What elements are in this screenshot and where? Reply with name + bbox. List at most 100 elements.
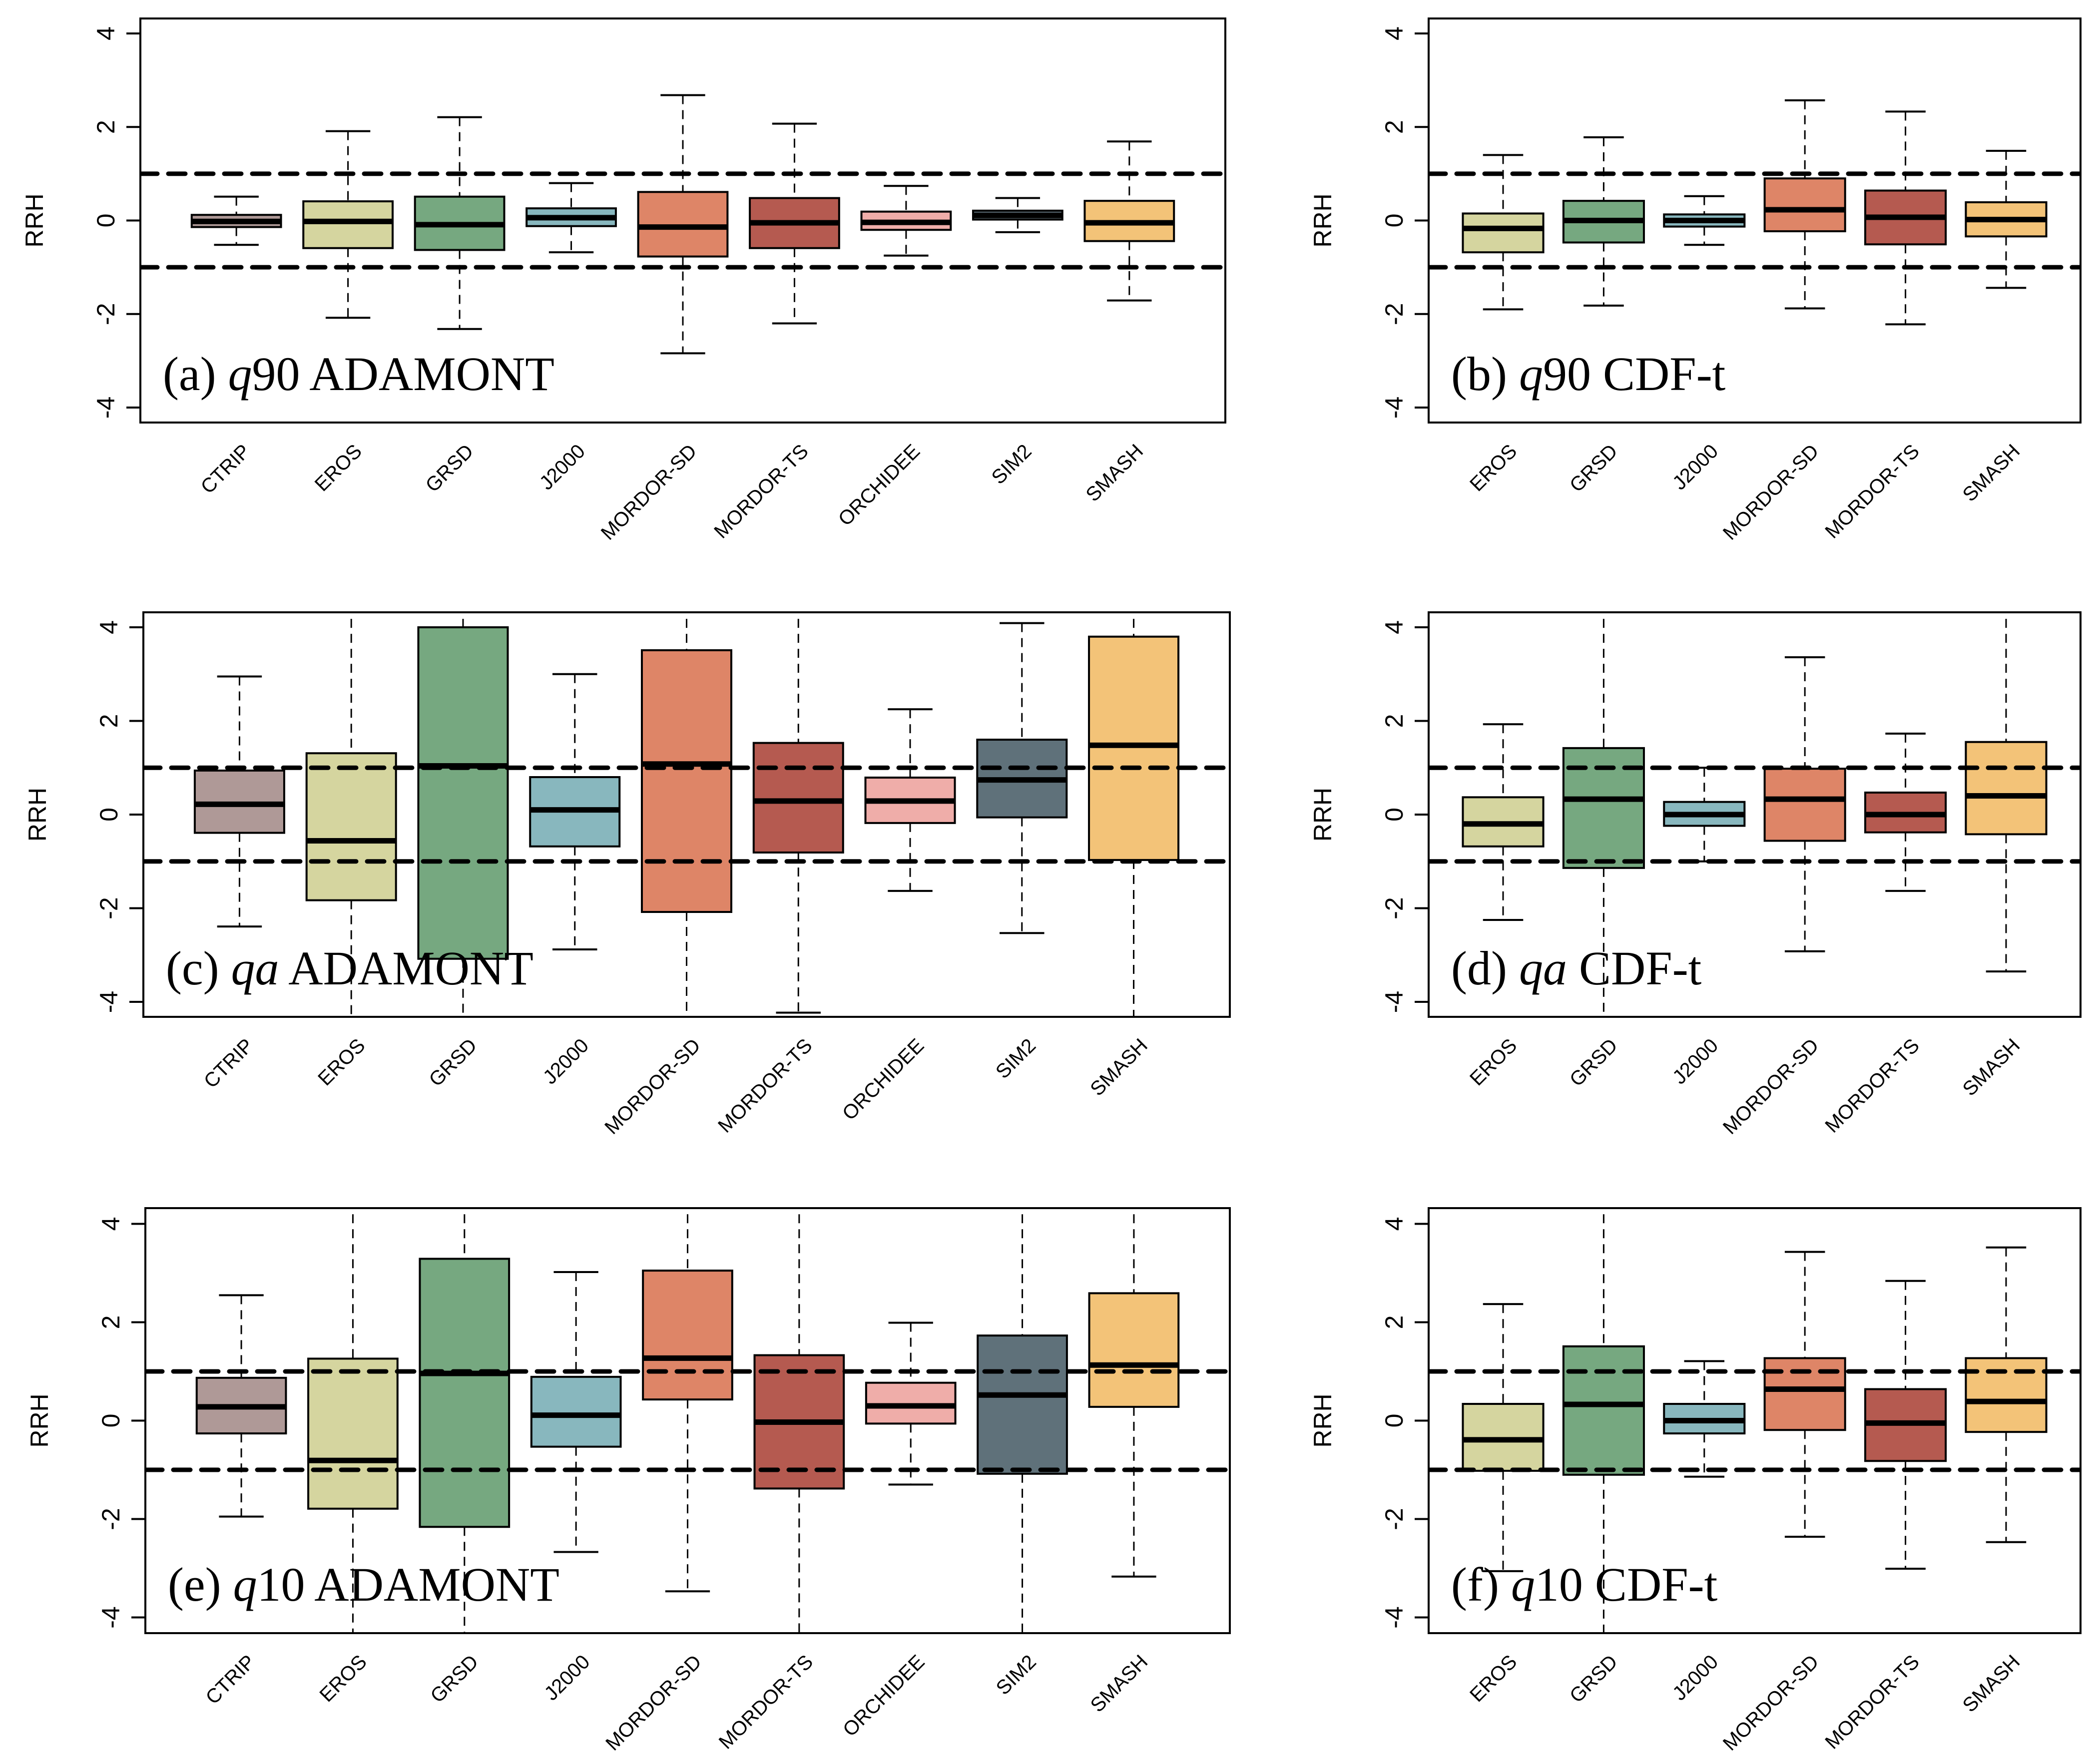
iqr-box <box>307 1357 399 1510</box>
y-tick-label: 0 <box>95 808 123 822</box>
category-label: MORDOR-SD <box>597 440 701 544</box>
iqr-box <box>305 752 397 901</box>
category-label: MORDOR-TS <box>715 1651 818 1754</box>
box-ctrip <box>190 195 282 246</box>
box-eros <box>302 130 394 319</box>
y-axis-label: RRH <box>23 788 51 842</box>
y-tick-label: 2 <box>1380 1316 1408 1329</box>
title-prefix: (d) <box>1451 941 1519 995</box>
y-tick-label: -4 <box>1380 397 1408 419</box>
iqr-box <box>1763 177 1846 233</box>
panel-title: (a) q90 ADAMONT <box>163 347 554 401</box>
title-suffix: 90 CDF-t <box>1543 347 1726 401</box>
category-label: ORCHIDEE <box>834 440 924 530</box>
box-mordor-ts <box>752 612 844 1014</box>
category-label: EROS <box>1466 440 1521 495</box>
category-label: J2000 <box>1668 1034 1722 1088</box>
plot-frame <box>1428 611 2082 1018</box>
y-tick-label: 4 <box>1380 1217 1408 1231</box>
box-mordor-sd <box>642 1208 733 1593</box>
y-tick-label: -2 <box>1380 1508 1408 1530</box>
y-tick-label: 0 <box>97 1414 125 1428</box>
box-ctrip <box>195 1294 287 1518</box>
box-mordor-sd <box>1763 99 1846 310</box>
category-label: GRSD <box>425 1034 481 1091</box>
title-italic: q <box>1511 1558 1535 1611</box>
iqr-box <box>1763 768 1846 842</box>
panel-d: -4 -2 0 2 4 RRH EROS GRSD J2000MORDOR-SDMORDOR-T… <box>1309 611 2082 1139</box>
iqr-box <box>1562 1345 1645 1476</box>
title-prefix: (f) <box>1451 1558 1511 1611</box>
iqr-box <box>752 742 844 854</box>
title-italic: q <box>1519 347 1543 401</box>
category-label: ORCHIDEE <box>839 1651 929 1741</box>
category-label: J2000 <box>1668 1651 1722 1705</box>
category-label: CTRIP <box>197 440 255 498</box>
title-prefix: (e) <box>168 1558 233 1611</box>
y-tick-label: -4 <box>97 1606 125 1628</box>
box-eros <box>305 612 397 1017</box>
title-prefix: (b) <box>1451 347 1519 401</box>
category-label: J2000 <box>1668 440 1722 494</box>
title-italic: q <box>233 1558 257 1611</box>
y-axis-label: RRH <box>1309 1393 1337 1447</box>
iqr-box <box>640 649 733 913</box>
plot-area <box>1429 99 2081 326</box>
panel-b: -4 -2 0 2 4 RRH EROS GRSD J2000MORDOR-SDMORDOR-T… <box>1309 17 2082 544</box>
box-j2000 <box>529 673 621 950</box>
iqr-box <box>637 191 729 258</box>
category-label: MORDOR-TS <box>1821 440 1924 543</box>
box-orchidee <box>864 708 956 892</box>
category-label: SIM2 <box>992 1651 1041 1699</box>
box-eros <box>1462 1303 1545 1572</box>
category-label: MORDOR-SD <box>600 1034 705 1139</box>
panel-title: (e) q10 ADAMONT <box>168 1558 559 1611</box>
y-tick-label: 0 <box>1380 214 1408 228</box>
panel-title: (b) q90 CDF-t <box>1451 347 1726 401</box>
plot-area <box>143 612 1230 1017</box>
plot-area <box>1429 612 2081 1017</box>
box-smash <box>1088 612 1180 1017</box>
box-smash <box>1965 1246 2048 1543</box>
plot-frame <box>139 17 1226 424</box>
box-j2000 <box>525 182 617 254</box>
y-tick-label: 0 <box>1380 808 1408 822</box>
category-label: GRSD <box>1566 440 1622 496</box>
box-mordor-sd <box>637 94 729 355</box>
box-eros <box>1462 723 1545 921</box>
box-mordor-ts <box>1864 110 1947 326</box>
category-label: SIM2 <box>988 440 1036 488</box>
box-grsd <box>419 1208 511 1633</box>
iqr-box <box>1965 1357 2048 1433</box>
box-smash <box>1965 149 2048 289</box>
category-label: CTRIP <box>200 1034 258 1092</box>
category-label: MORDOR-SD <box>601 1651 706 1755</box>
category-label: J2000 <box>535 440 589 494</box>
y-tick-label: -2 <box>97 1508 125 1530</box>
y-tick-label: -2 <box>1380 303 1408 325</box>
iqr-box <box>1965 741 2048 836</box>
box-smash <box>1088 1208 1180 1578</box>
iqr-box <box>302 200 394 249</box>
box-smash <box>1083 140 1175 302</box>
title-suffix: 10 ADAMONT <box>257 1558 559 1611</box>
box-sim2 <box>976 622 1068 934</box>
title-suffix: ADAMONT <box>279 941 533 995</box>
plot-frame <box>142 611 1231 1018</box>
box-mordor-sd <box>1763 1251 1846 1538</box>
box-j2000 <box>1663 1360 1746 1478</box>
box-smash <box>1965 612 2048 973</box>
y-tick-label: -4 <box>1380 1606 1408 1628</box>
category-label: J2000 <box>539 1034 593 1088</box>
iqr-box <box>1088 1292 1180 1408</box>
category-label: SMASH <box>1959 440 2025 506</box>
category-label: GRSD <box>1566 1034 1622 1091</box>
box-eros <box>307 1208 399 1633</box>
box-sim2 <box>972 197 1063 233</box>
iqr-box <box>642 1270 733 1401</box>
box-orchidee <box>860 185 952 257</box>
panel-f: -4 -2 0 2 4 RRH EROS GRSD J2000MORDOR-SDMORDOR-T… <box>1309 1207 2082 1755</box>
category-label: ORCHIDEE <box>838 1034 928 1124</box>
category-label: SMASH <box>1081 440 1147 506</box>
